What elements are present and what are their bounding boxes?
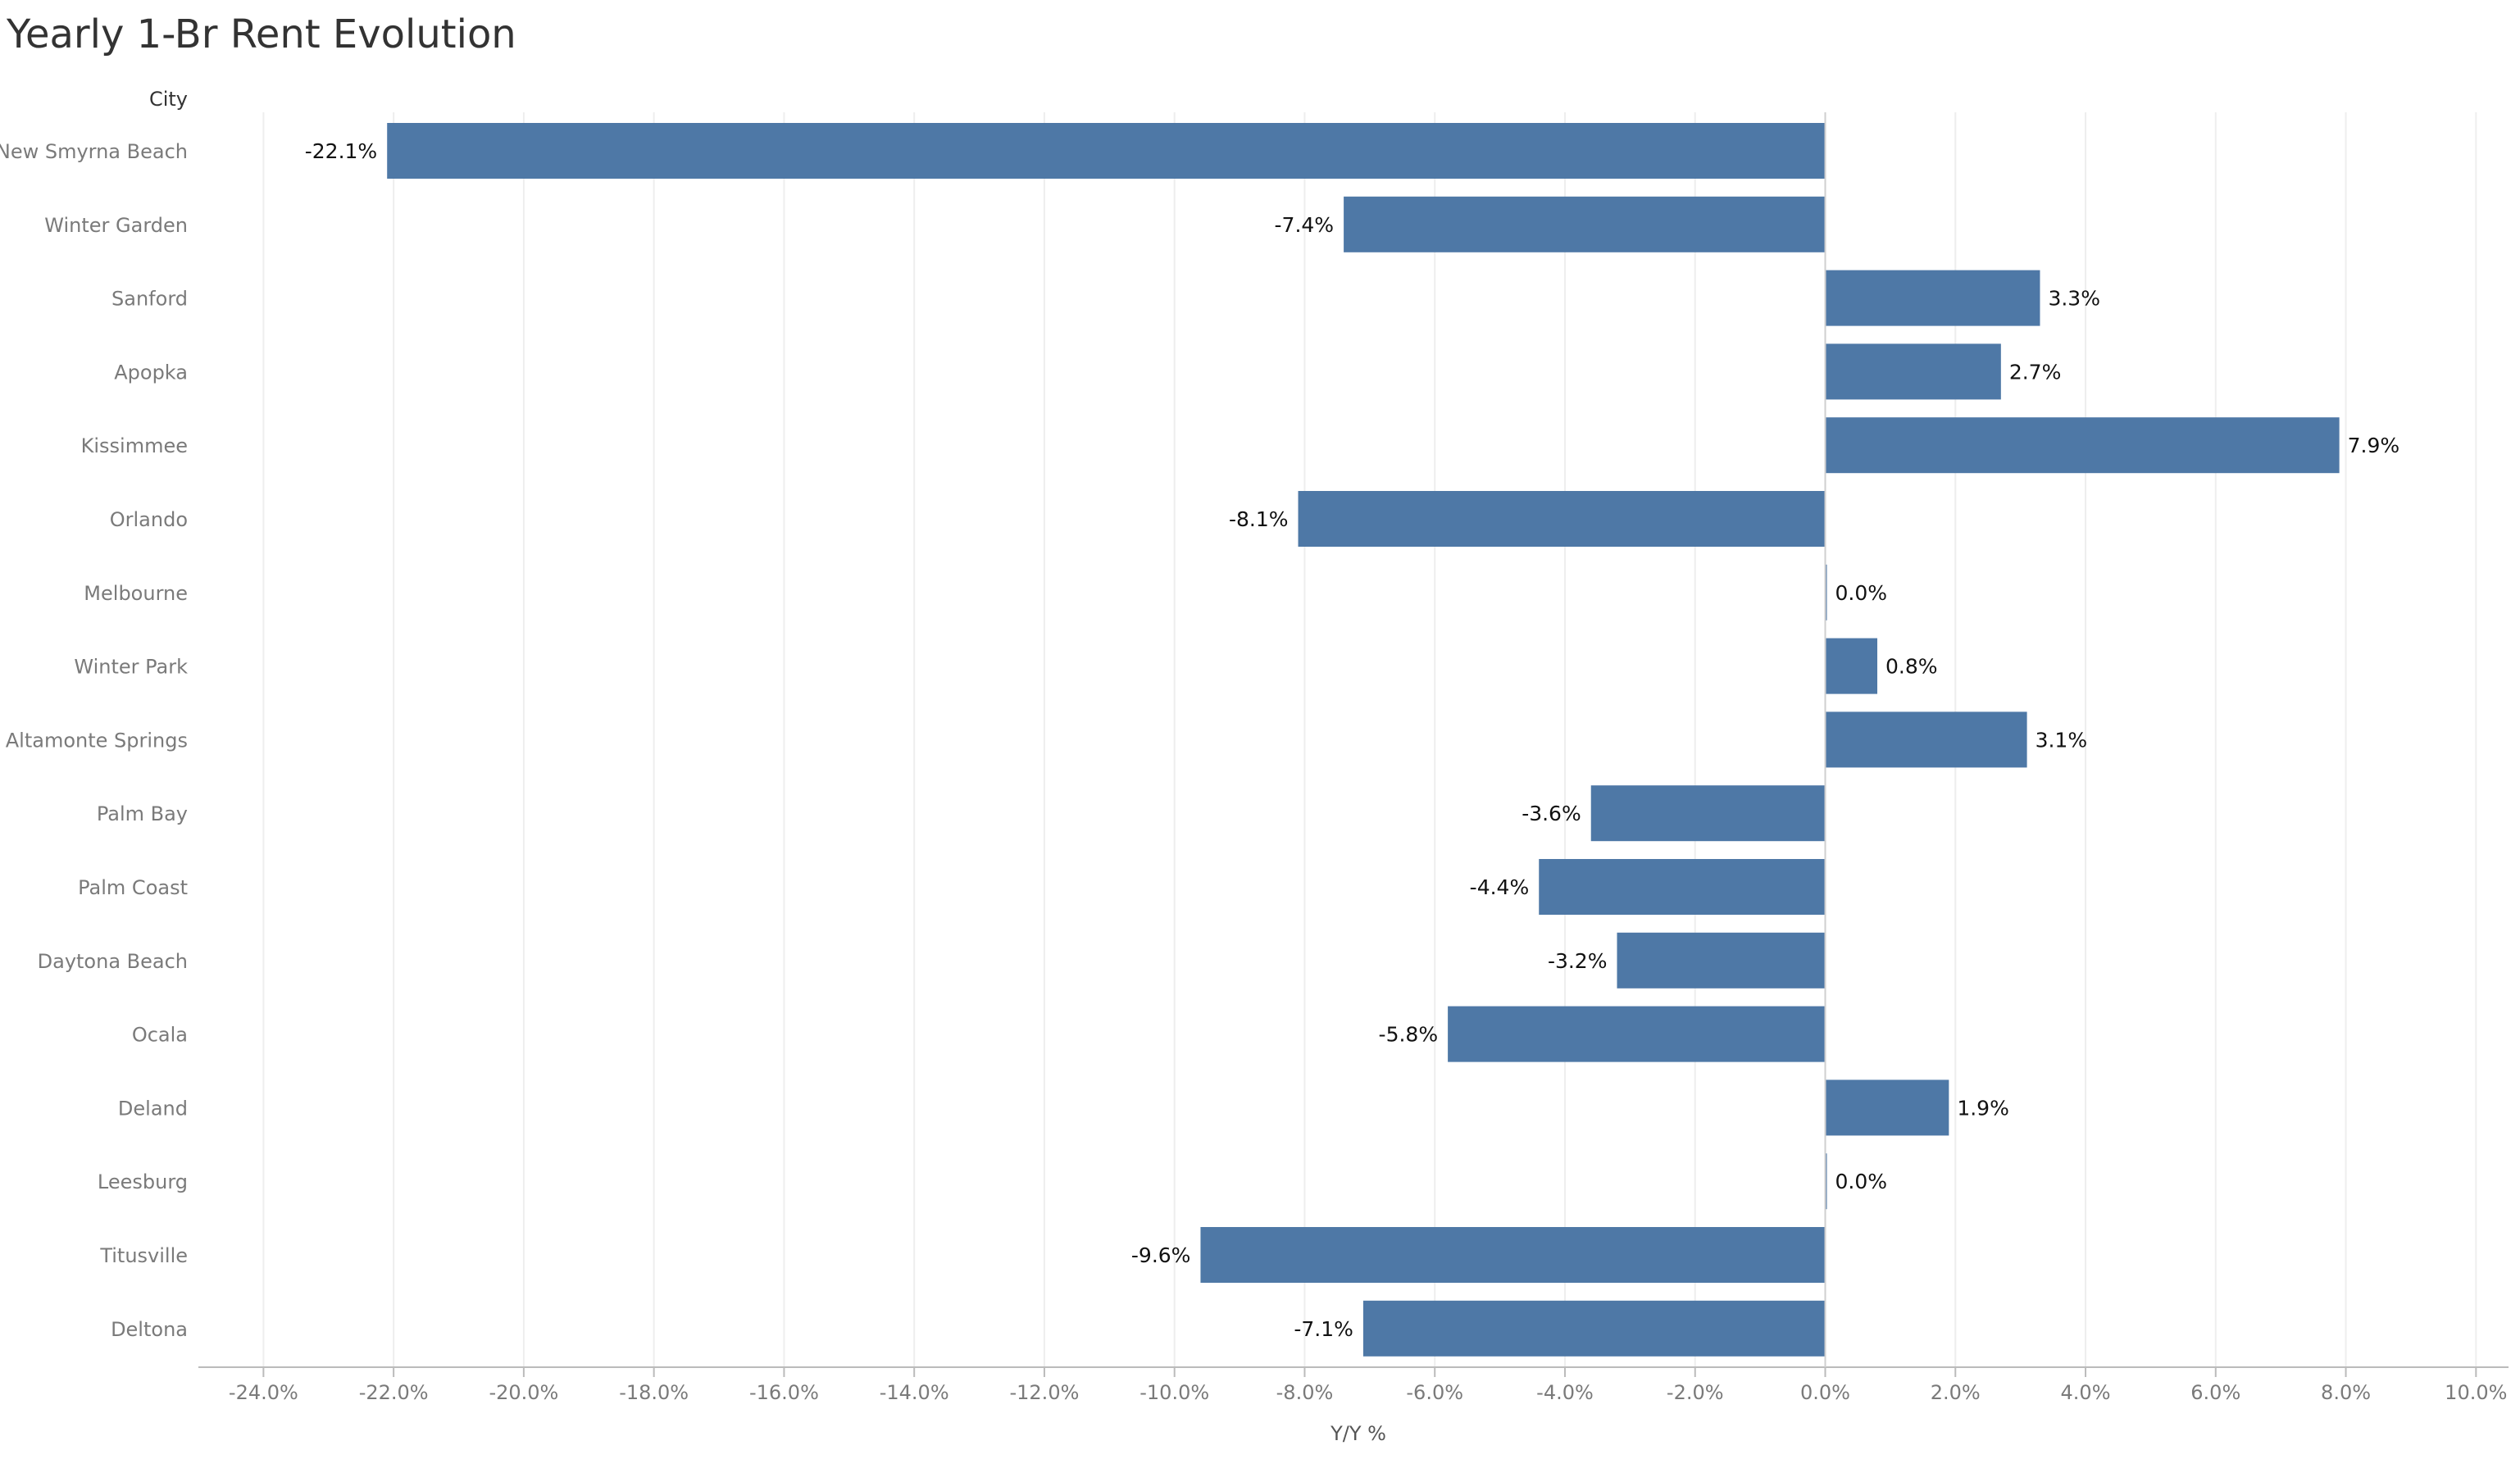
- value-label: -3.2%: [1548, 949, 1608, 973]
- category-label: Palm Bay: [97, 802, 188, 825]
- bar-layer: [387, 123, 2340, 1357]
- value-label: -7.4%: [1275, 213, 1335, 237]
- value-label: -3.6%: [1522, 802, 1581, 825]
- category-label: Orlando: [110, 508, 188, 531]
- bar: [1825, 1079, 1949, 1136]
- x-tick-label: 10.0%: [2445, 1381, 2507, 1404]
- bar: [1825, 638, 1878, 694]
- bar: [1825, 711, 2027, 768]
- value-label: -7.1%: [1294, 1317, 1353, 1341]
- x-tick-label: 0.0%: [1800, 1381, 1850, 1404]
- x-tick-label: -22.0%: [359, 1381, 429, 1404]
- category-label: Deltona: [111, 1318, 188, 1341]
- category-label: Ocala: [132, 1024, 188, 1047]
- category-label: Melbourne: [84, 582, 188, 605]
- x-tick-label: 2.0%: [1931, 1381, 1981, 1404]
- x-tick-label: -18.0%: [619, 1381, 689, 1404]
- bar: [1344, 196, 1826, 252]
- value-label: 3.1%: [2036, 728, 2088, 752]
- bar: [1825, 270, 2040, 326]
- bar: [1448, 1006, 1826, 1062]
- bar: [1362, 1300, 1826, 1357]
- category-label: Palm Coast: [78, 876, 188, 899]
- category-label: Winter Park: [74, 656, 188, 679]
- category-label: Daytona Beach: [38, 950, 188, 973]
- bar: [1298, 491, 1826, 547]
- value-label: 3.3%: [2048, 287, 2100, 311]
- value-label: 0.8%: [1885, 655, 1938, 679]
- value-label: 2.7%: [2009, 360, 2062, 384]
- category-label: Altamonte Springs: [6, 729, 188, 752]
- x-axis-title: Y/Y %: [1330, 1422, 1386, 1445]
- x-tick-label: -6.0%: [1406, 1381, 1463, 1404]
- x-tick-label: -14.0%: [880, 1381, 949, 1404]
- grid-layer: [198, 112, 2509, 1377]
- category-label: Kissimmee: [81, 434, 188, 457]
- x-tick-label: 8.0%: [2321, 1381, 2371, 1404]
- category-label: Apopka: [114, 361, 188, 384]
- bar: [387, 123, 1826, 179]
- x-tick-label: -8.0%: [1276, 1381, 1334, 1404]
- x-tick-label: -16.0%: [749, 1381, 819, 1404]
- category-label: Winter Garden: [44, 214, 188, 237]
- value-label: -22.1%: [305, 139, 377, 163]
- value-label: -4.4%: [1470, 875, 1530, 899]
- value-label: 1.9%: [1957, 1096, 2009, 1120]
- bar: [1617, 932, 1826, 989]
- x-tick-label: -4.0%: [1536, 1381, 1594, 1404]
- x-tick-label: -10.0%: [1139, 1381, 1209, 1404]
- x-tick-label: -20.0%: [489, 1381, 558, 1404]
- category-label: Sanford: [111, 288, 188, 311]
- bar: [1200, 1227, 1826, 1283]
- x-tick-label: -2.0%: [1667, 1381, 1724, 1404]
- chart-title: Yearly 1-Br Rent Evolution: [7, 11, 516, 57]
- label-layer: -24.0% -22.0% -20.0% -18.0% -16.0% -14.0% -12.…: [0, 112, 2507, 1404]
- x-tick-label: 6.0%: [2190, 1381, 2240, 1404]
- bar: [1539, 859, 1826, 915]
- x-tick-label: 4.0%: [2061, 1381, 2111, 1404]
- value-label: 0.0%: [1835, 1170, 1888, 1193]
- value-label: 0.0%: [1835, 581, 1888, 605]
- category-label: New Smyrna Beach: [0, 140, 188, 163]
- value-label: -8.1%: [1229, 507, 1289, 531]
- category-label: Leesburg: [98, 1170, 188, 1193]
- row-header: City: [149, 88, 188, 111]
- bar: [1825, 417, 2340, 474]
- value-label: 7.9%: [2348, 434, 2400, 457]
- bar: [1590, 785, 1826, 842]
- x-tick-label: -12.0%: [1009, 1381, 1079, 1404]
- bar: [1825, 343, 2001, 400]
- category-label: Deland: [118, 1097, 188, 1120]
- category-label: Titusville: [99, 1244, 188, 1267]
- x-tick-label: -24.0%: [229, 1381, 298, 1404]
- value-label: -5.8%: [1379, 1023, 1439, 1047]
- value-label: -9.6%: [1131, 1243, 1191, 1267]
